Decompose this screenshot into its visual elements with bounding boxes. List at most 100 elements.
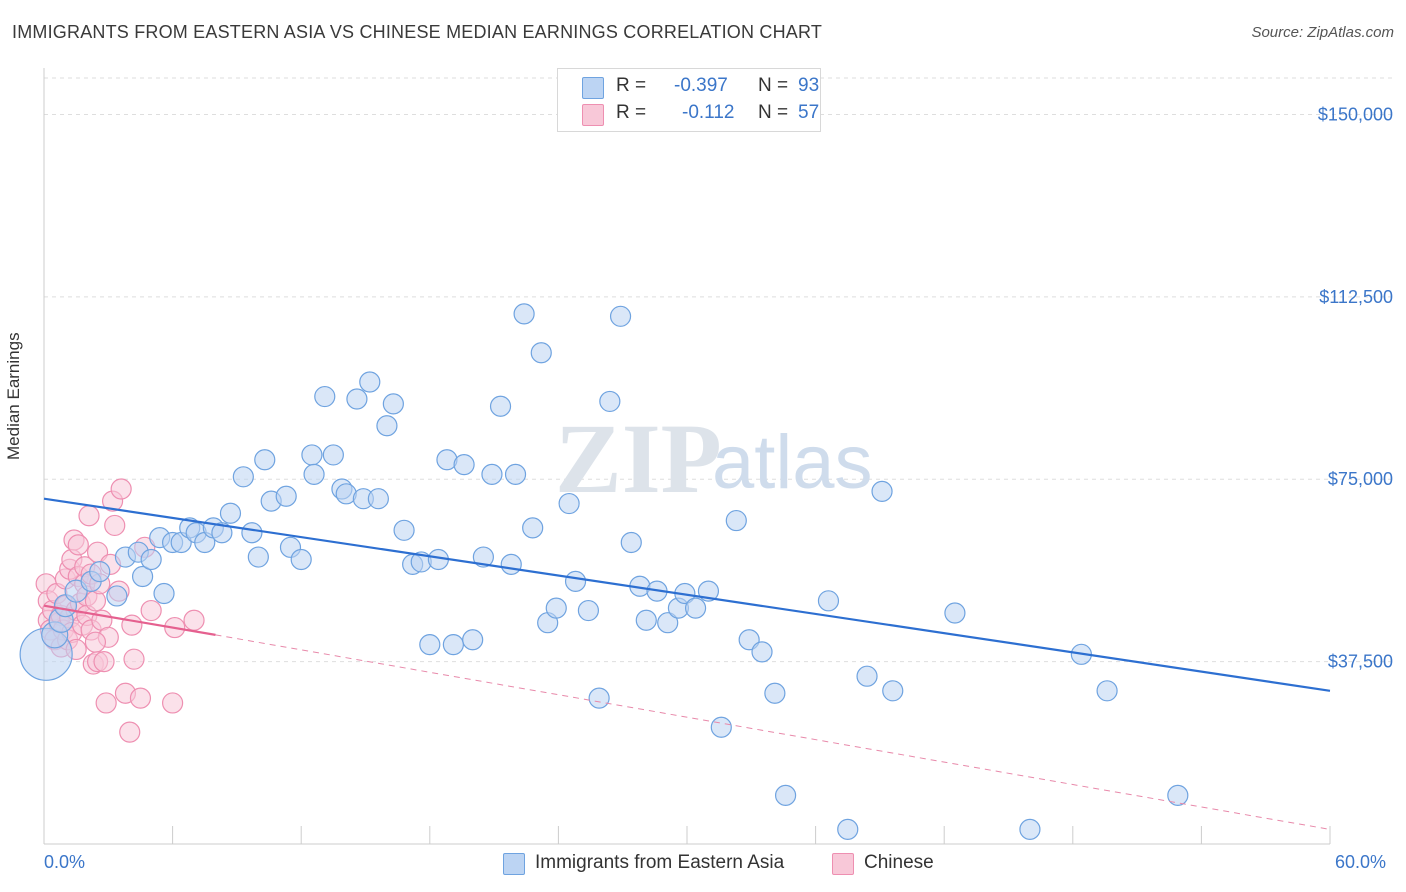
legend-n-value: 57	[798, 102, 820, 123]
legend-swatch-pink	[582, 104, 604, 126]
eastern-asia-point	[882, 680, 904, 702]
bottom-legend-label: Chinese	[864, 852, 934, 873]
chinese-point	[121, 614, 143, 636]
eastern-asia-point	[382, 393, 404, 415]
chinese-point	[119, 721, 141, 743]
eastern-asia-point	[247, 546, 269, 568]
eastern-asia-point	[513, 303, 535, 325]
eastern-asia-point	[241, 522, 263, 544]
eastern-asia-point	[837, 818, 859, 841]
gridlines	[44, 77, 1394, 663]
eastern-asia-point	[472, 546, 494, 568]
eastern-asia-point	[153, 582, 175, 605]
eastern-asia-point	[944, 602, 966, 624]
eastern-asia-point	[522, 517, 544, 539]
eastern-asia-point	[500, 553, 522, 575]
chinese-point	[78, 505, 100, 527]
source-credit: Source: ZipAtlas.com	[1251, 24, 1394, 41]
chinese-point	[183, 609, 205, 631]
eastern-asia-point	[1096, 680, 1118, 702]
eastern-asia-point	[419, 633, 441, 656]
eastern-asia-point	[232, 466, 254, 488]
eastern-asia-point	[303, 463, 325, 485]
eastern-asia-point	[393, 519, 415, 541]
eastern-asia-point	[376, 415, 398, 437]
eastern-asia-point	[346, 388, 368, 410]
eastern-asia-point	[1019, 818, 1041, 841]
legend-r-value: -0.112	[682, 102, 735, 123]
bottom-legend-swatch-pink	[832, 853, 854, 875]
eastern-asia-point	[635, 609, 657, 631]
eastern-asia-point	[254, 449, 276, 471]
bottom-legend-label: Immigrants from Eastern Asia	[535, 852, 785, 873]
y-tick-label: $112,500	[1319, 287, 1393, 307]
x-axis-min-label: 0.0%	[44, 852, 86, 872]
eastern-asia-point	[751, 641, 773, 663]
eastern-asia-point	[453, 454, 475, 476]
eastern-asia-point	[89, 561, 111, 583]
eastern-asia-point	[725, 509, 747, 532]
eastern-asia-point	[577, 599, 600, 622]
eastern-asia-point	[620, 531, 642, 554]
eastern-asia-point	[684, 597, 707, 619]
eastern-asia-trend-line	[43, 497, 1331, 692]
eastern-asia-point	[211, 522, 233, 544]
eastern-asia-point	[856, 665, 878, 687]
eastern-asia-point	[314, 385, 336, 408]
eastern-asia-point	[481, 463, 503, 485]
eastern-asia-point	[564, 570, 587, 592]
legend-swatch-blue	[582, 77, 604, 99]
eastern-asia-point	[140, 548, 162, 571]
eastern-asia-point	[290, 548, 312, 571]
eastern-asia-point	[359, 371, 381, 393]
eastern-asia-point	[871, 480, 893, 502]
eastern-asia-points	[19, 303, 1189, 841]
eastern-asia-point	[442, 633, 464, 656]
legend-n-label: N =	[758, 102, 789, 123]
eastern-asia-point	[657, 612, 679, 634]
chinese-points	[35, 478, 205, 743]
y-tick-label: $37,500	[1328, 652, 1393, 672]
eastern-asia-point	[588, 687, 610, 709]
chinese-point	[93, 651, 115, 673]
eastern-asia-point	[774, 784, 797, 806]
chinese-point	[104, 514, 126, 537]
chinese-point	[129, 687, 152, 709]
y-tick-label: $75,000	[1328, 469, 1393, 489]
eastern-asia-point	[322, 444, 344, 466]
chinese-point	[84, 631, 107, 653]
eastern-asia-point	[106, 585, 128, 607]
chinese-point	[162, 692, 184, 714]
eastern-asia-point	[462, 629, 484, 651]
eastern-asia-point	[764, 682, 786, 704]
watermark-atlas: atlas	[712, 420, 873, 505]
eastern-asia-point	[530, 342, 552, 364]
eastern-asia-point	[275, 485, 297, 507]
eastern-asia-point	[1167, 784, 1189, 806]
legend-r-label: R =	[616, 102, 647, 123]
eastern-asia-point	[609, 305, 632, 327]
chinese-point	[123, 648, 145, 670]
y-tick-label: $150,000	[1318, 104, 1393, 124]
eastern-asia-point	[367, 488, 389, 510]
legend-r-label: R =	[616, 75, 647, 96]
eastern-asia-point	[301, 444, 323, 466]
chinese-point	[110, 478, 132, 500]
legend-r-value: -0.397	[674, 75, 728, 96]
eastern-asia-point	[817, 590, 840, 612]
eastern-asia-point	[545, 597, 567, 619]
chinese-point	[67, 534, 89, 556]
trend-lines	[43, 497, 1331, 830]
chinese-point	[95, 692, 117, 714]
eastern-asia-point	[131, 565, 154, 588]
eastern-asia-point	[599, 390, 621, 413]
eastern-asia-point	[558, 492, 580, 515]
correlation-legend: R = -0.397 N = 93 R = -0.112 N = 57	[557, 68, 821, 132]
watermark-zip: ZIP	[555, 403, 722, 514]
bottom-legend-swatch-blue	[503, 853, 525, 875]
x-axis-max-label: 60.0%	[1335, 852, 1387, 872]
chart-title: IMMIGRANTS FROM EASTERN ASIA VS CHINESE …	[12, 22, 823, 42]
eastern-asia-point	[738, 629, 760, 651]
legend-n-value: 93	[798, 75, 820, 96]
